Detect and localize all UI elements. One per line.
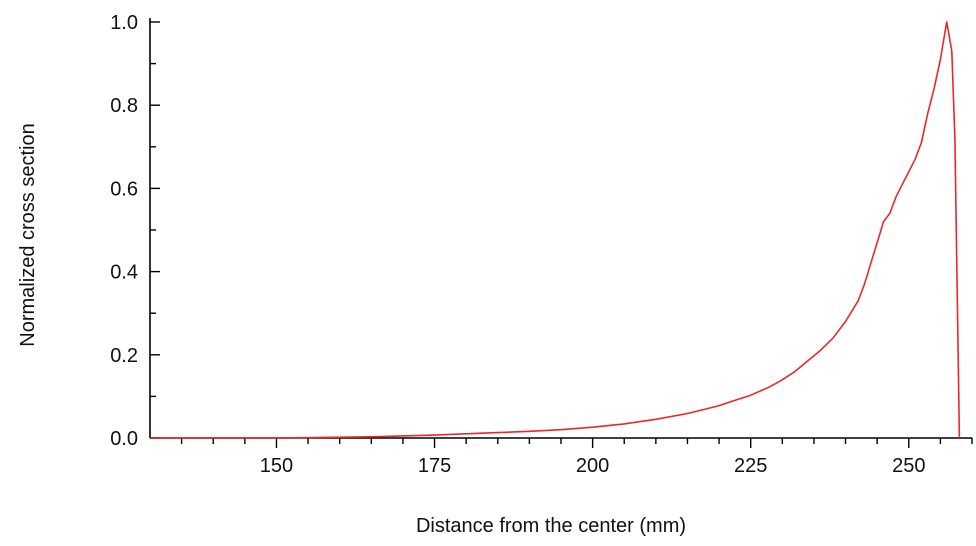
y-tick-label: 1.0: [110, 12, 138, 34]
x-tick-label: 200: [576, 455, 609, 477]
series-line: [150, 21, 961, 439]
x-ticks: 150 175 200 225 250: [180, 438, 973, 477]
y-ticks: 0.0 0.2 0.4 0.6 0.8 1.0: [110, 12, 160, 450]
x-tick-label: 150: [260, 455, 293, 477]
y-tick-label: 0.0: [110, 428, 138, 450]
y-tick-label: 0.6: [110, 178, 138, 200]
x-tick-label: 250: [892, 455, 925, 477]
y-axis-title: Normalized cross section: [17, 123, 39, 346]
x-tick-label: 175: [418, 455, 451, 477]
x-tick-label: 225: [734, 455, 767, 477]
y-tick-label: 0.2: [110, 345, 138, 367]
axes: [149, 18, 972, 439]
y-tick-label: 0.4: [110, 262, 138, 284]
series-layer: [150, 21, 961, 439]
y-tick-label: 0.8: [110, 95, 138, 117]
x-axis-title: Distance from the center (mm): [416, 515, 686, 537]
